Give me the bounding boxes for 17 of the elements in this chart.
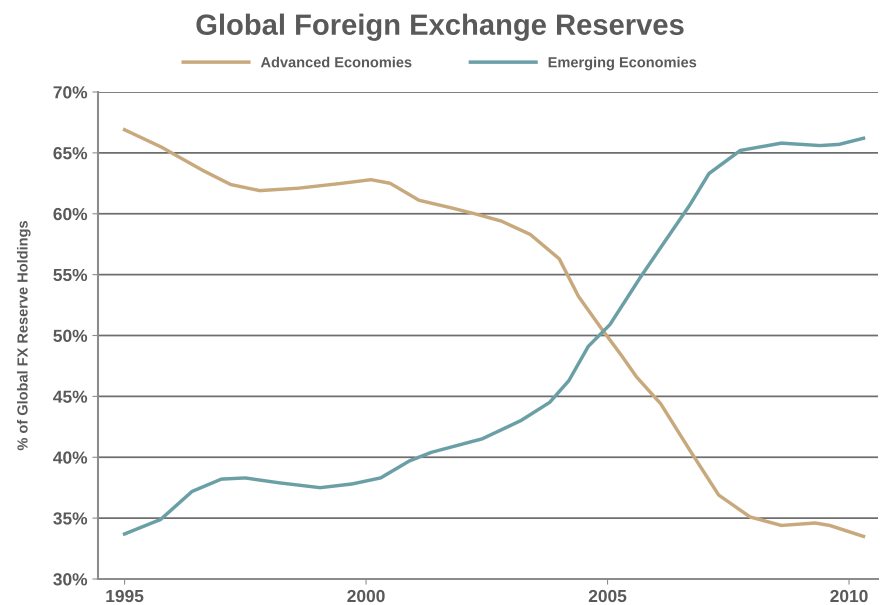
y-tick-label: 50% xyxy=(53,330,88,342)
y-tick-label: 65% xyxy=(53,147,88,160)
y-tick-label: 60% xyxy=(53,208,88,220)
chart-title: Global Foreign Exchange Reserves xyxy=(196,14,684,41)
y-axis-title: % of Global FX Reserve Holdings xyxy=(16,221,31,450)
x-tick-label: 2010 xyxy=(830,590,868,602)
x-tick-label: 1995 xyxy=(106,590,144,602)
legend-label: Emerging Economies xyxy=(548,56,696,70)
y-tick-label: 70% xyxy=(54,86,88,98)
x-tick-label: 2000 xyxy=(347,590,385,602)
y-tick-label: 45% xyxy=(53,390,88,403)
x-tick-label: 2005 xyxy=(588,590,626,602)
y-tick-label: 30% xyxy=(53,573,88,586)
y-tick-label: 40% xyxy=(53,451,88,464)
y-tick-label: 35% xyxy=(53,512,88,525)
legend-label: Advanced Economies xyxy=(260,56,412,68)
y-tick-label: 55% xyxy=(53,268,88,282)
